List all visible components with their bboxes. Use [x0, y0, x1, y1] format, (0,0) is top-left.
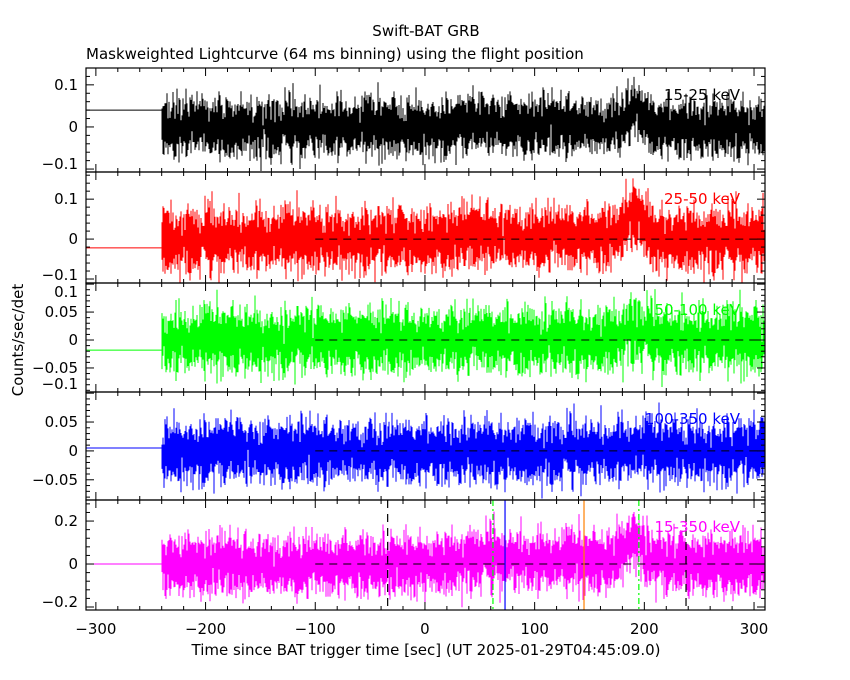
lightcurve-series — [161, 76, 765, 171]
panel-energy-label: 25-50 keV — [664, 190, 741, 208]
y-tick-label: −0.1 — [42, 266, 78, 284]
y-tick-label: −0.1 — [42, 375, 78, 393]
y-tick-label: 0.1 — [54, 190, 78, 208]
y-tick-label: 0 — [68, 555, 78, 573]
panel-25-50-kev: 25-50 keV −0.1 0 0.1 — [42, 171, 766, 284]
x-tick-label: 300 — [740, 620, 769, 638]
panel-energy-label: 50-100 keV — [654, 301, 740, 319]
lightcurve-series — [161, 289, 765, 387]
chart-title: Swift-BAT GRB — [372, 22, 479, 40]
y-tick-label: −0.05 — [32, 471, 78, 489]
lightcurve-series — [161, 511, 765, 608]
x-tick-label: −300 — [75, 620, 116, 638]
panel-energy-label: 15-25 keV — [664, 86, 741, 104]
y-tick-label: 0.05 — [45, 413, 78, 431]
panel-energy-label: 15-350 keV — [654, 518, 740, 536]
y-tick-label: 0 — [68, 118, 78, 136]
y-tick-label: 0.2 — [54, 512, 78, 530]
y-tick-label: 0.1 — [54, 283, 78, 301]
y-tick-label: 0.1 — [54, 76, 78, 94]
y-tick-label: 0 — [68, 230, 78, 248]
y-tick-label: −0.1 — [42, 155, 78, 173]
x-tick-label: 0 — [420, 620, 430, 638]
x-tick-label: 200 — [630, 620, 659, 638]
lightcurve-series — [161, 178, 765, 283]
panel-15-25-kev: 15-25 keV −0.1 0 0.1 — [42, 67, 766, 173]
panel-50-100-kev: 50-100 keV −0.1−0.05 0 0.05 0.1 — [32, 282, 766, 393]
y-axis-label: Counts/sec/det — [9, 284, 27, 397]
y-tick-label: −0.05 — [32, 359, 78, 377]
x-tick-label: −200 — [185, 620, 226, 638]
y-tick-label: −0.2 — [42, 593, 78, 611]
x-tick-label: 100 — [520, 620, 549, 638]
panel-15-350-kev: 15-350 keV −0.2 0 0.2 — [42, 499, 766, 611]
y-tick-label: 0.05 — [45, 303, 78, 321]
panel-100-350-kev: 100-350 keV −0.05 0 0.05 — [32, 391, 766, 501]
panel-energy-label: 100-350 keV — [645, 410, 741, 428]
y-tick-label: 0 — [68, 331, 78, 349]
x-tick-label: −100 — [295, 620, 336, 638]
y-tick-label: 0 — [68, 442, 78, 460]
x-axis-label: Time since BAT trigger time [sec] (UT 20… — [191, 641, 661, 659]
chart-subtitle: Maskweighted Lightcurve (64 ms binning) … — [86, 45, 584, 63]
